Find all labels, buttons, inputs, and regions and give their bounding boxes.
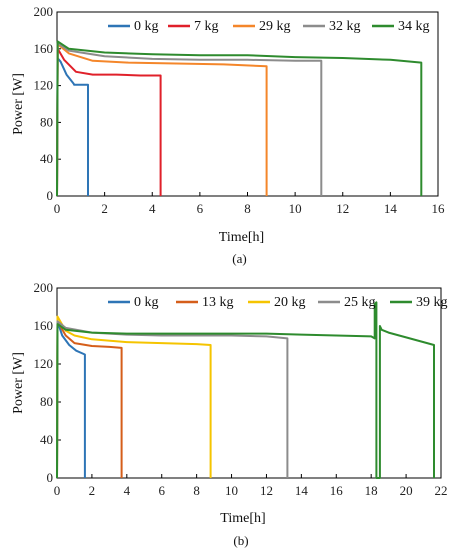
- chart1-legend-label-2: 29 kg: [259, 19, 291, 34]
- chart1-ytick-label-3: 120: [34, 78, 54, 93]
- chart1-series-line-0: [56, 57, 89, 197]
- chart1-series-line-1: [56, 47, 162, 197]
- chart2-xtick-label-0: 0: [54, 483, 61, 498]
- chart1-legend-label-1: 7 kg: [194, 19, 219, 34]
- chart1-x-axis-label: Time[h]: [219, 230, 264, 245]
- chart2-xtick-label-3: 6: [158, 483, 165, 498]
- chart1-xtick-label-2: 4: [149, 201, 156, 216]
- chart1-xtick-label-3: 6: [197, 201, 204, 216]
- chart1-caption: (a): [232, 251, 246, 266]
- chart2-y-axis-label: Power [W]: [11, 352, 26, 414]
- chart2-caption: (b): [233, 533, 248, 548]
- chart1-plot-frame: [56, 11, 439, 197]
- chart1-xtick-label-8: 16: [432, 201, 446, 216]
- chart1-xtick-label-4: 8: [244, 201, 251, 216]
- chart2-xtick-label-1: 2: [89, 483, 96, 498]
- chart2-legend-label-2: 20 kg: [274, 295, 306, 310]
- chart1-xtick-label-7: 14: [384, 201, 398, 216]
- chart2-legend-label-4: 39 kg: [416, 295, 448, 310]
- chart2-xtick-label-9: 18: [365, 483, 378, 498]
- chart2-xtick-label-6: 12: [260, 483, 273, 498]
- chart2-ytick-label-0: 0: [47, 470, 54, 485]
- chart1-ytick-label-4: 160: [34, 41, 54, 56]
- chart2-xtick-label-4: 8: [193, 483, 200, 498]
- chart1-ytick-label-5: 200: [34, 4, 54, 19]
- chart2-ytick-label-2: 80: [40, 394, 53, 409]
- chart2-series-line-2: [56, 315, 212, 479]
- chart1-xtick-label-1: 2: [101, 201, 108, 216]
- chart1: 0 40 80 120 160 200 0 2 4 6 8 10 12 14 16 Time[h] Power …: [11, 4, 445, 266]
- chart1-xtick-label-5: 10: [289, 201, 302, 216]
- chart2-series-line-1: [56, 320, 123, 479]
- chart1-series-line-2: [56, 43, 268, 197]
- chart1-xtick-label-6: 12: [336, 201, 349, 216]
- chart1-series-line-4: [56, 40, 423, 197]
- chart1-y-axis-label: Power [W]: [11, 73, 26, 135]
- chart2-xtick-label-8: 16: [330, 483, 344, 498]
- chart1-ytick-label-1: 40: [40, 151, 53, 166]
- chart2-legend-label-0: 0 kg: [134, 295, 159, 310]
- chart2-ytick-label-5: 200: [34, 280, 54, 295]
- chart2-plot-frame: [56, 287, 442, 479]
- chart2-ytick-label-3: 120: [34, 356, 54, 371]
- chart1-legend-label-3: 32 kg: [329, 19, 361, 34]
- chart2-series-line-4: [56, 301, 435, 479]
- chart2-legend-label-3: 25 kg: [344, 295, 376, 310]
- chart2-ytick-label-1: 40: [40, 432, 53, 447]
- chart1-legend-label-0: 0 kg: [134, 19, 159, 34]
- chart1-ytick-label-2: 80: [40, 114, 53, 129]
- chart2-series-line-3: [56, 320, 289, 479]
- chart2-xtick-label-7: 14: [295, 483, 309, 498]
- chart2-xtick-label-5: 10: [225, 483, 238, 498]
- chart1-series-line-3: [56, 42, 323, 197]
- chart2-legend-label-1: 13 kg: [202, 295, 234, 310]
- chart1-legend-label-4: 34 kg: [398, 19, 430, 34]
- chart2-xtick-label-11: 22: [435, 483, 448, 498]
- chart2-xtick-label-10: 20: [400, 483, 413, 498]
- chart1-xtick-label-0: 0: [54, 201, 61, 216]
- chart2: 0 40 80 120 160 200 0 2 4 6 8 10 12 14 16 18 20 22 Time[h]…: [11, 280, 448, 548]
- chart2-x-axis-label: Time[h]: [220, 511, 265, 526]
- chart2-ytick-label-4: 160: [34, 318, 54, 333]
- chart2-xtick-label-2: 4: [124, 483, 131, 498]
- chart1-ytick-label-0: 0: [47, 188, 54, 203]
